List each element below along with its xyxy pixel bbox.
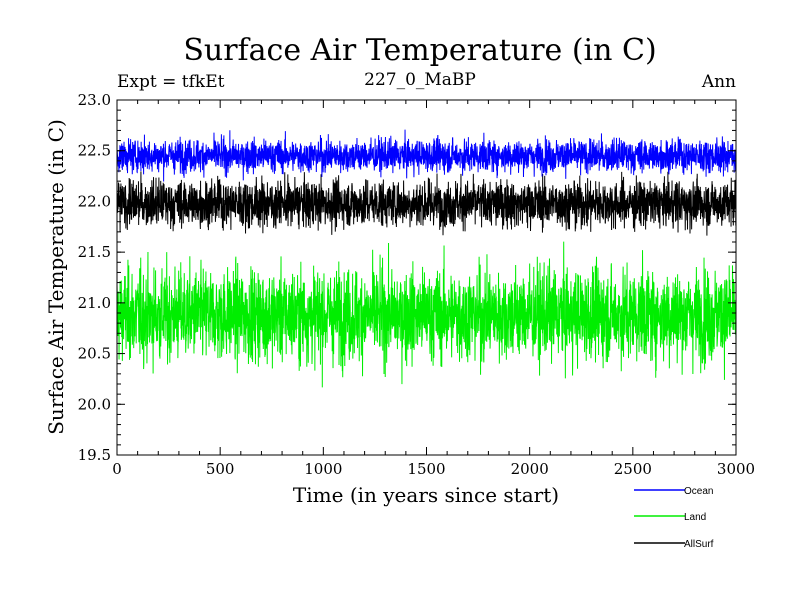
x-tick-label: 0 [112, 460, 122, 478]
series-line-land [116, 241, 737, 388]
season-label: Ann [701, 72, 736, 92]
y-tick-label: 21.0 [78, 294, 111, 312]
x-tick-label: 1500 [407, 460, 445, 478]
y-tick-label: 19.5 [78, 446, 111, 464]
y-tick-label: 20.0 [78, 395, 111, 413]
experiment-label: Expt = tfkEt [117, 72, 225, 92]
x-tick-label: 1000 [304, 460, 342, 478]
x-tick-label: 2000 [511, 460, 549, 478]
legend-label-land: Land [684, 512, 706, 523]
chart-subtitle: 227_0_MaBP [364, 70, 476, 90]
y-axis-label: Surface Air Temperature (in C) [44, 119, 68, 435]
series-line-allsurf [116, 171, 737, 236]
legend-label-ocean: Ocean [684, 486, 713, 497]
y-tick-label: 23.0 [78, 91, 111, 109]
x-tick-label: 500 [206, 460, 235, 478]
legend: Ocean Land AllSurf [634, 486, 714, 550]
y-tick-label: 21.5 [78, 243, 111, 261]
series-layer [116, 129, 737, 388]
x-tick-label: 2500 [614, 460, 652, 478]
chart-title: Surface Air Temperature (in C) [183, 33, 656, 68]
ticks-layer: 0 500 1000 1500 2000 2500 3000 19.5 20.0 20.5 21.0… [78, 91, 756, 478]
x-axis-label: Time (in years since start) [293, 483, 559, 507]
y-tick-label: 20.5 [78, 345, 111, 363]
series-line-ocean [116, 129, 737, 182]
y-tick-label: 22.0 [78, 192, 111, 210]
y-tick-label: 22.5 [78, 142, 111, 160]
legend-label-allsurf: AllSurf [684, 539, 714, 550]
x-tick-label: 3000 [717, 460, 755, 478]
